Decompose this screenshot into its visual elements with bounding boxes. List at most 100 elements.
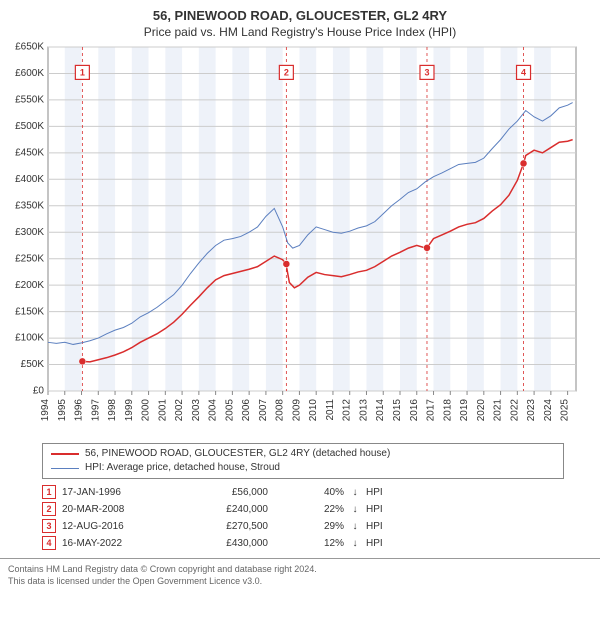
y-tick-label: £300K <box>15 227 44 238</box>
sale-hpi-tag: HPI <box>366 504 396 515</box>
sale-price: £430,000 <box>178 538 268 549</box>
sale-date: 16-MAY-2022 <box>62 538 172 549</box>
x-tick-label: 1997 <box>90 399 101 422</box>
sale-marker-number: 2 <box>284 67 289 77</box>
x-tick-label: 2004 <box>208 399 219 422</box>
year-band <box>165 47 182 391</box>
sale-row-marker: 2 <box>42 502 56 516</box>
x-tick-label: 1995 <box>57 399 68 422</box>
legend-label: HPI: Average price, detached house, Stro… <box>85 461 280 475</box>
x-tick-label: 1998 <box>107 399 118 422</box>
year-band <box>266 47 283 391</box>
x-tick-label: 1999 <box>124 399 135 422</box>
x-tick-label: 2022 <box>509 399 520 422</box>
x-tick-label: 1994 <box>40 399 51 422</box>
page: 56, PINEWOOD ROAD, GLOUCESTER, GL2 4RY P… <box>0 0 600 620</box>
sale-arrow-icon: ↓ <box>350 521 360 532</box>
y-tick-label: £0 <box>33 386 45 397</box>
x-tick-label: 2008 <box>275 399 286 422</box>
legend-label: 56, PINEWOOD ROAD, GLOUCESTER, GL2 4RY (… <box>85 447 390 461</box>
x-tick-label: 1996 <box>74 399 85 422</box>
footer: Contains HM Land Registry data © Crown c… <box>0 558 600 587</box>
year-band <box>98 47 115 391</box>
y-tick-label: £600K <box>15 68 44 79</box>
year-band <box>534 47 551 391</box>
y-tick-label: £100K <box>15 333 44 344</box>
x-tick-label: 2024 <box>543 399 554 422</box>
sale-date: 12-AUG-2016 <box>62 521 172 532</box>
y-tick-label: £350K <box>15 200 44 211</box>
page-title: 56, PINEWOOD ROAD, GLOUCESTER, GL2 4RY <box>0 8 600 23</box>
year-band <box>333 47 350 391</box>
sale-row-marker: 4 <box>42 536 56 550</box>
sale-row-marker: 1 <box>42 485 56 499</box>
legend-item: 56, PINEWOOD ROAD, GLOUCESTER, GL2 4RY (… <box>51 447 555 461</box>
x-tick-label: 2014 <box>375 399 386 422</box>
sale-pct: 12% <box>274 538 344 549</box>
x-tick-label: 2003 <box>191 399 202 422</box>
sale-price: £240,000 <box>178 504 268 515</box>
x-tick-label: 2013 <box>358 399 369 422</box>
sale-pct: 22% <box>274 504 344 515</box>
sale-point <box>423 244 430 251</box>
x-tick-label: 2020 <box>476 399 487 422</box>
x-tick-label: 2011 <box>325 399 336 421</box>
sale-point <box>283 260 290 267</box>
sale-row: 117-JAN-1996£56,00040%↓HPI <box>42 485 564 499</box>
y-tick-label: £550K <box>15 95 44 106</box>
y-tick-label: £500K <box>15 121 44 132</box>
year-band <box>400 47 417 391</box>
x-tick-label: 2017 <box>426 399 437 422</box>
legend-swatch <box>51 468 79 469</box>
x-tick-label: 2007 <box>258 399 269 422</box>
chart-area: £0£50K£100K£150K£200K£250K£300K£350K£400… <box>8 39 596 437</box>
year-band <box>199 47 216 391</box>
x-tick-label: 2015 <box>392 399 403 422</box>
y-tick-label: £450K <box>15 147 44 158</box>
sale-row: 2 20-MAR-2008 £240,000 22% ↓ HPI <box>42 502 564 516</box>
sale-arrow-icon: ↓ <box>350 487 360 498</box>
sale-point <box>79 358 86 365</box>
y-tick-label: £400K <box>15 174 44 185</box>
chart-header: 56, PINEWOOD ROAD, GLOUCESTER, GL2 4RY P… <box>0 0 600 39</box>
chart-svg: £0£50K£100K£150K£200K£250K£300K£350K£400… <box>8 39 596 437</box>
year-band <box>501 47 518 391</box>
legend-swatch <box>51 453 79 455</box>
sale-pct: 29% <box>274 521 344 532</box>
page-subtitle: Price paid vs. HM Land Registry's House … <box>0 25 600 39</box>
x-tick-label: 2005 <box>224 399 235 422</box>
year-band <box>232 47 249 391</box>
legend: 56, PINEWOOD ROAD, GLOUCESTER, GL2 4RY (… <box>42 443 564 479</box>
sale-point <box>520 160 527 167</box>
year-band <box>434 47 451 391</box>
sale-row: 312-AUG-2016£270,50029%↓HPI <box>42 519 564 533</box>
sale-marker-number: 3 <box>424 67 429 77</box>
y-tick-label: £150K <box>15 306 44 317</box>
footer-line-2: This data is licensed under the Open Gov… <box>8 575 592 587</box>
sale-hpi-tag: HPI <box>366 538 396 549</box>
x-tick-label: 2001 <box>157 399 168 422</box>
sale-arrow-icon: ↓ <box>350 538 360 549</box>
x-tick-label: 2016 <box>409 399 420 422</box>
year-band <box>299 47 316 391</box>
footer-line-1: Contains HM Land Registry data © Crown c… <box>8 563 592 575</box>
y-tick-label: £200K <box>15 280 44 291</box>
year-band <box>65 47 82 391</box>
sale-date: 20-MAR-2008 <box>62 504 172 515</box>
y-tick-label: £650K <box>15 42 44 53</box>
x-tick-label: 2006 <box>241 399 252 422</box>
sale-marker-number: 4 <box>521 67 526 77</box>
sale-price: £56,000 <box>178 487 268 498</box>
sale-marker-number: 1 <box>80 67 85 77</box>
sale-row-marker: 3 <box>42 519 56 533</box>
sale-row: 4 16-MAY-2022 £430,000 12% ↓ HPI <box>42 536 564 550</box>
x-tick-label: 2023 <box>526 399 537 422</box>
year-band <box>366 47 383 391</box>
sale-hpi-tag: HPI <box>366 487 396 498</box>
sale-date: 17-JAN-1996 <box>62 487 172 498</box>
x-tick-label: 2018 <box>442 399 453 422</box>
sale-arrow-icon: ↓ <box>350 504 360 515</box>
x-tick-label: 2019 <box>459 399 470 422</box>
x-tick-label: 2002 <box>174 399 185 422</box>
x-tick-label: 2012 <box>342 399 353 422</box>
